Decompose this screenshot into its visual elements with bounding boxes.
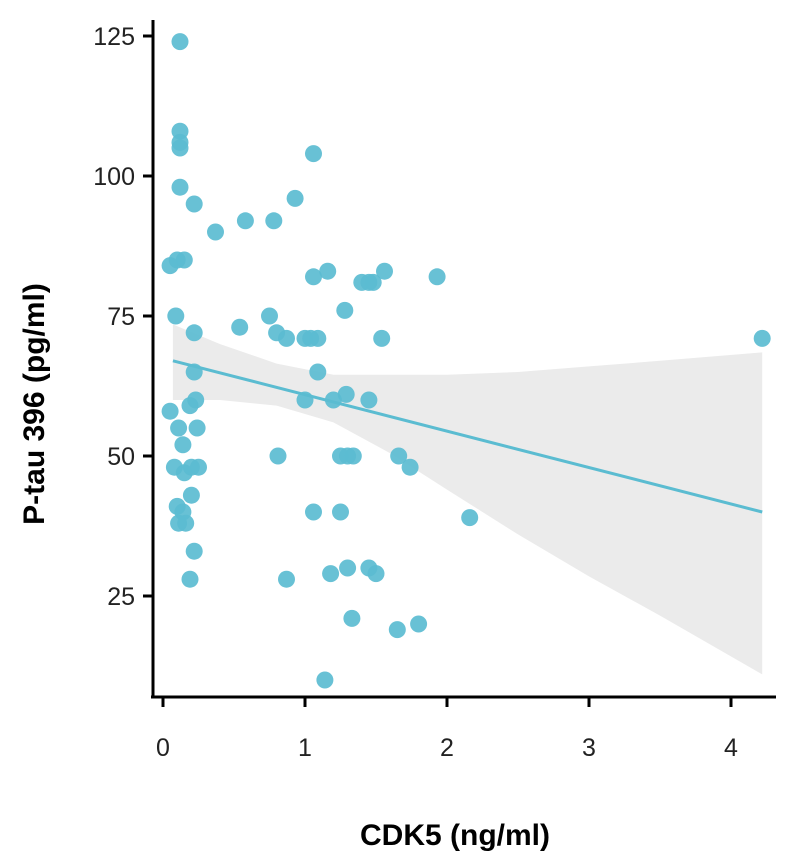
data-point	[360, 391, 378, 409]
data-point	[401, 458, 419, 476]
data-point	[373, 329, 391, 347]
data-point	[161, 257, 179, 275]
y-tick-label: 125	[93, 23, 135, 51]
data-point	[332, 503, 349, 521]
data-point	[322, 565, 340, 583]
data-point	[410, 615, 428, 633]
data-point	[309, 363, 327, 381]
data-point	[185, 542, 203, 560]
data-point	[177, 514, 195, 532]
data-point	[174, 436, 192, 454]
data-point	[305, 145, 322, 163]
data-point	[181, 570, 199, 588]
data-point	[319, 262, 337, 280]
data-point	[265, 212, 283, 230]
data-point	[367, 565, 385, 583]
data-point	[337, 385, 355, 403]
data-point	[305, 503, 322, 521]
data-point	[171, 178, 189, 196]
y-axis-title: P-tau 396 (pg/ml)	[18, 283, 51, 525]
confidence-band	[172, 324, 763, 675]
data-point	[305, 268, 322, 286]
x-tick-label: 0	[156, 734, 170, 762]
data-point	[185, 324, 203, 342]
data-point	[188, 419, 206, 437]
x-tick-label: 2	[440, 734, 454, 762]
data-point	[236, 212, 254, 230]
x-tick-label: 1	[298, 734, 312, 762]
data-point	[388, 621, 406, 639]
data-point	[190, 458, 207, 476]
data-point	[286, 189, 304, 207]
data-point	[309, 329, 327, 347]
data-point	[316, 671, 334, 689]
data-point	[390, 447, 408, 465]
x-axis-ticks: 0 1 2 3 4	[156, 697, 738, 762]
data-point	[343, 609, 361, 627]
data-points	[161, 33, 771, 689]
data-point	[461, 509, 479, 527]
x-tick-label: 4	[724, 734, 738, 762]
regression-line	[172, 359, 763, 514]
data-point	[161, 402, 179, 420]
data-point	[336, 301, 354, 319]
x-tick-label: 3	[582, 734, 596, 762]
data-point	[269, 447, 287, 465]
y-tick-label: 25	[107, 583, 135, 611]
y-tick-label: 50	[107, 443, 135, 471]
x-axis-title: CDK5 (ng/ml)	[360, 819, 550, 852]
data-point	[278, 570, 295, 588]
data-point	[278, 329, 295, 347]
data-point	[428, 268, 446, 286]
y-tick-label: 75	[107, 303, 135, 331]
data-point	[207, 223, 224, 241]
data-point	[185, 195, 203, 213]
data-point	[376, 262, 393, 280]
data-point	[170, 419, 188, 437]
data-point	[231, 318, 249, 336]
data-point	[171, 139, 189, 157]
data-point	[364, 273, 382, 291]
data-point	[182, 486, 200, 504]
data-point	[261, 307, 278, 325]
data-point	[181, 397, 199, 415]
y-tick-label: 100	[93, 163, 135, 191]
data-point	[753, 329, 771, 347]
data-point	[344, 447, 362, 465]
data-point	[167, 307, 185, 325]
data-point	[339, 559, 357, 577]
y-axis-ticks: 25 50 75 100 125	[93, 23, 153, 611]
data-point	[175, 251, 193, 269]
data-point	[171, 33, 189, 51]
